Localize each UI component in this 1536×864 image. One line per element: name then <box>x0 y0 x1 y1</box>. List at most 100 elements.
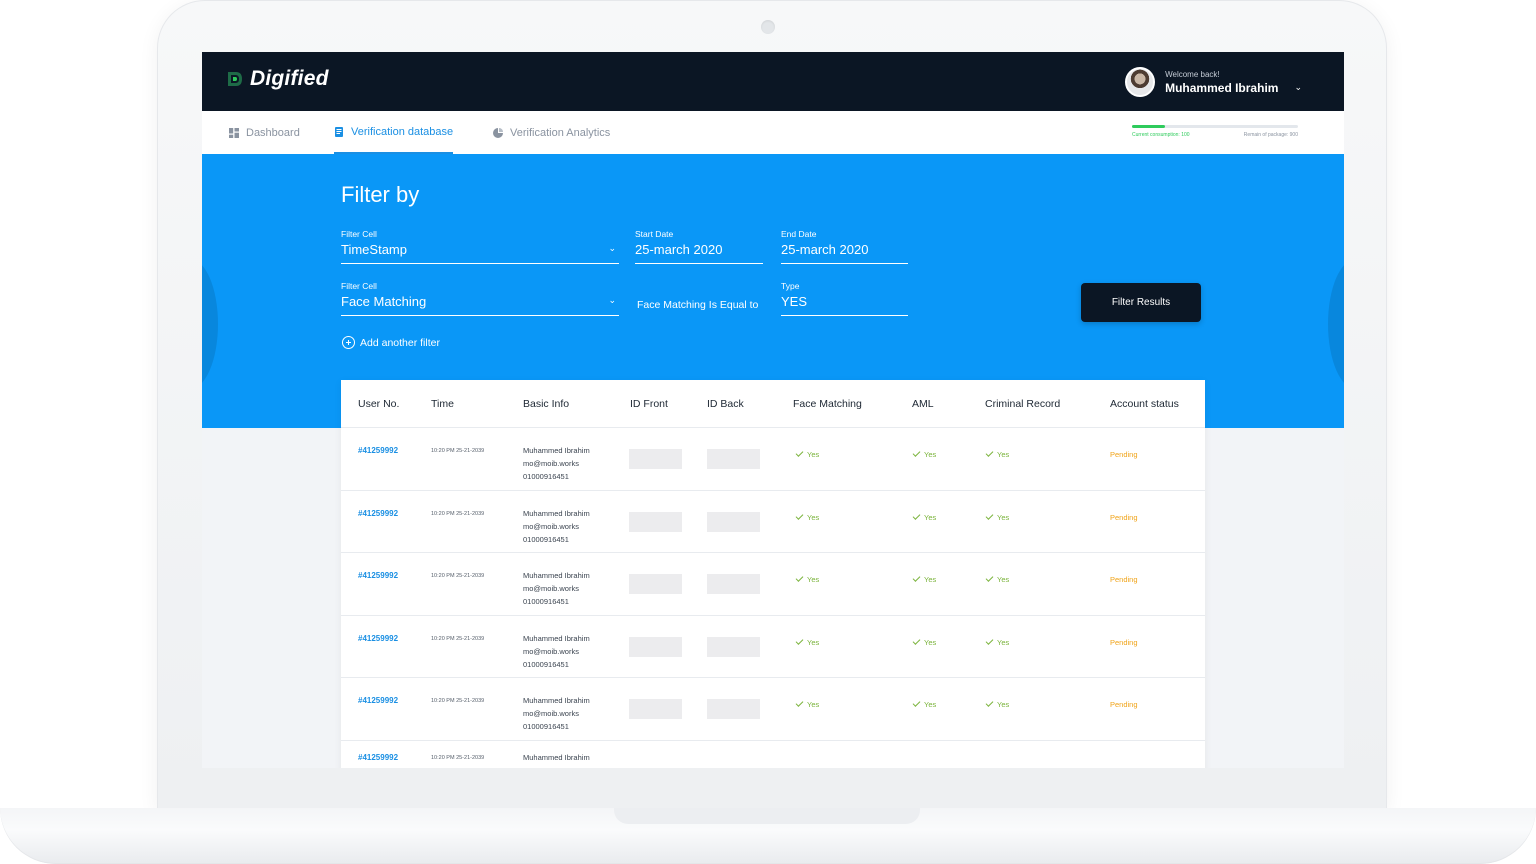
face-matching-status: Yes <box>795 636 819 647</box>
user-number-link[interactable]: #41259992 <box>358 696 399 705</box>
table-row[interactable]: #41259992 10:20 PM 25-21-2039 Muhammed I… <box>341 741 1205 769</box>
field-value: 25-march 2020 <box>781 242 869 257</box>
table-row[interactable]: #41259992 10:20 PM 25-21-2039 Muhammed I… <box>341 678 1205 741</box>
filter-results-button[interactable]: Filter Results <box>1081 283 1201 322</box>
logo[interactable]: Digified <box>226 67 329 91</box>
filter-cell-select-2[interactable]: Filter Cell Face Matching ⌄ <box>341 281 619 316</box>
user-phone: 01000916451 <box>523 534 569 544</box>
table-row[interactable]: #41259992 10:20 PM 25-21-2039 Muhammed I… <box>341 616 1205 678</box>
user-number-link[interactable]: #41259992 <box>358 571 399 580</box>
tab-verification-analytics-label: Verification Analytics <box>510 126 611 139</box>
field-value: YES <box>781 294 808 309</box>
aml-status: Yes <box>912 699 936 709</box>
table-row[interactable]: #41259992 10:20 PM 25-21-2039 Muhammed I… <box>341 491 1205 553</box>
id-back-image[interactable] <box>707 636 760 657</box>
welcome-text: Welcome back! <box>1165 69 1220 79</box>
check-icon <box>795 511 804 520</box>
column-header[interactable]: ID Front <box>630 398 668 410</box>
column-header[interactable]: Criminal Record <box>985 398 1061 410</box>
top-bar: Digified Welcome back! Muhammed Ibrahim … <box>202 52 1344 111</box>
column-header[interactable]: Account status <box>1110 398 1179 410</box>
consumption-fill <box>1132 125 1166 128</box>
user-number-link[interactable]: #41259992 <box>358 508 399 518</box>
decorative-shape <box>1328 259 1344 389</box>
user-email: mo@moib.works <box>523 459 579 468</box>
chevron-down-icon[interactable]: ⌄ <box>1294 81 1302 92</box>
end-date-field[interactable]: End Date 25-march 2020 <box>781 229 908 264</box>
user-number-link[interactable]: #41259992 <box>358 752 399 762</box>
user-name: Muhammed Ibrahim <box>523 571 590 580</box>
id-front-image[interactable] <box>629 636 682 657</box>
add-filter-button[interactable]: Add another filter <box>342 336 440 349</box>
column-header[interactable]: AML <box>912 398 934 410</box>
check-icon <box>795 449 804 457</box>
check-icon <box>912 511 921 520</box>
timestamp: 10:20 PM 25-21-2039 <box>431 698 485 704</box>
user-text: Welcome back! Muhammed Ibrahim <box>1165 70 1278 95</box>
app-screen: Digified Welcome back! Muhammed Ibrahim … <box>202 52 1344 768</box>
remaining-package: Remain of package: 900 <box>1243 132 1298 138</box>
check-icon <box>912 449 921 457</box>
user-number-link[interactable]: #41259992 <box>358 446 399 455</box>
check-icon <box>912 574 921 582</box>
id-front-image[interactable] <box>629 449 682 469</box>
face-matching-status: Yes <box>795 511 819 522</box>
check-icon <box>985 636 994 645</box>
tab-verification-database-label: Verification database <box>351 125 454 138</box>
id-back-image[interactable] <box>707 699 760 719</box>
id-back-image[interactable] <box>707 574 760 594</box>
filter-cell-select-1[interactable]: Filter Cell TimeStamp ⌄ <box>341 229 619 264</box>
type-field[interactable]: Type YES <box>781 281 908 316</box>
check-icon <box>985 574 994 582</box>
basic-info: Muhammed Ibrahim <box>523 751 590 764</box>
aml-status: Yes <box>912 574 936 584</box>
user-menu[interactable]: Welcome back! Muhammed Ibrahim ⌄ <box>1125 67 1302 97</box>
basic-info: Muhammed Ibrahim mo@moib.works 010009164… <box>523 632 590 671</box>
column-header[interactable]: Face Matching <box>793 398 862 410</box>
account-status: Pending <box>1110 450 1138 459</box>
package-consumption: Current consumption: 100 Remain of packa… <box>1132 125 1298 138</box>
plus-circle-icon <box>342 336 355 349</box>
id-back-image[interactable] <box>707 511 760 532</box>
field-label: Filter Cell <box>341 281 377 291</box>
check-icon <box>912 636 921 645</box>
tab-dashboard[interactable]: Dashboard <box>229 111 300 154</box>
field-value: 25-march 2020 <box>635 242 723 257</box>
avatar[interactable] <box>1125 67 1156 97</box>
check-icon <box>795 574 804 582</box>
id-front-image[interactable] <box>629 699 682 719</box>
user-name: Muhammed Ibrahim <box>523 508 590 518</box>
verification-table: User No. Time Basic Info ID Front ID Bac… <box>341 380 1205 768</box>
criminal-record-status: Yes <box>985 511 1009 522</box>
id-back-image[interactable] <box>707 449 760 469</box>
table-row[interactable]: #41259992 10:20 PM 25-21-2039 Muhammed I… <box>341 553 1205 616</box>
check-icon <box>795 699 804 707</box>
face-matching-status: Yes <box>795 699 819 709</box>
consumption-labels: Current consumption: 100 Remain of packa… <box>1132 132 1298 138</box>
account-status: Pending <box>1110 575 1138 584</box>
account-status: Pending <box>1110 700 1138 709</box>
face-matching-status: Yes <box>795 449 819 459</box>
tab-verification-analytics[interactable]: Verification Analytics <box>493 111 610 154</box>
column-header[interactable]: User No. <box>358 398 400 410</box>
column-header[interactable]: Time <box>431 398 454 410</box>
check-icon <box>985 699 994 707</box>
table-row[interactable]: #41259992 10:20 PM 25-21-2039 Muhammed I… <box>341 428 1205 491</box>
criminal-record-status: Yes <box>985 636 1009 647</box>
start-date-field[interactable]: Start Date 25-march 2020 <box>635 229 763 264</box>
basic-info: Muhammed Ibrahim mo@moib.works 010009164… <box>523 444 590 483</box>
current-consumption: Current consumption: 100 <box>1132 132 1190 138</box>
table-header: User No. Time Basic Info ID Front ID Bac… <box>341 380 1205 428</box>
id-front-image[interactable] <box>629 574 682 594</box>
timestamp: 10:20 PM 25-21-2039 <box>431 573 485 579</box>
chevron-down-icon: ⌄ <box>608 295 616 305</box>
column-header[interactable]: ID Back <box>707 398 744 410</box>
consumption-track <box>1132 125 1298 128</box>
user-name: Muhammed Ibrahim <box>523 752 590 762</box>
id-front-image[interactable] <box>629 511 682 532</box>
condition-label: Face Matching Is Equal to <box>637 299 759 311</box>
column-header[interactable]: Basic Info <box>523 398 570 410</box>
tab-verification-database[interactable]: Verification database <box>334 111 454 154</box>
user-number-link[interactable]: #41259992 <box>358 633 399 643</box>
database-icon <box>335 126 343 137</box>
